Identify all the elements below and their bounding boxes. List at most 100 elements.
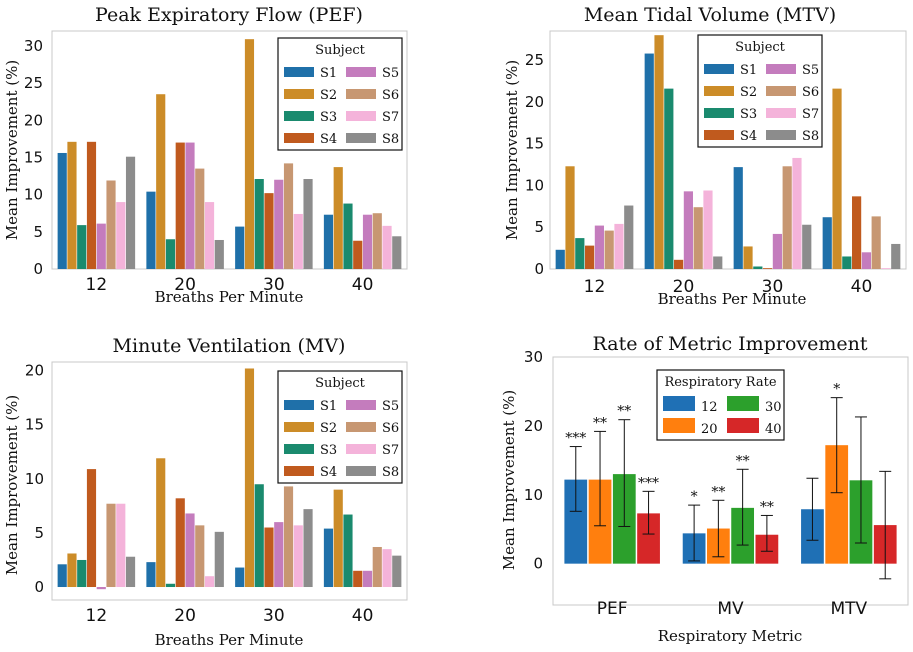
mtv-bar xyxy=(585,245,595,269)
mtv-legend-label: S4 xyxy=(740,129,757,144)
rate-xtick: MTV xyxy=(830,599,867,619)
mv-legend-label: S3 xyxy=(320,443,337,458)
mv-bar xyxy=(156,458,166,588)
mtv-legend: Subject S1 S2 S3 S4 S5 S6 S7 S8 xyxy=(697,34,823,148)
rate-xtick: MV xyxy=(717,599,744,619)
pef-legend-swatch xyxy=(284,67,314,77)
mv-ytick: 0 xyxy=(34,578,44,596)
pef-ytick: 10 xyxy=(24,186,43,204)
mtv-bar xyxy=(802,224,812,269)
rate-bar xyxy=(825,445,849,564)
mv-bar xyxy=(146,562,156,588)
pef-x-ticks: 12 20 30 40 xyxy=(86,275,374,295)
mtv-bar xyxy=(822,217,832,269)
rate-legend-label: 12 xyxy=(701,400,718,415)
panel-mtv: Mean Tidal Volume (MTV) 0 5 10 15 20 25 12 20 3… xyxy=(503,4,907,308)
mtv-bar xyxy=(654,35,664,269)
mtv-legend-label: S7 xyxy=(802,107,819,122)
pef-xlabel: Breaths Per Minute xyxy=(155,288,304,306)
pef-bar xyxy=(214,239,224,269)
mv-legend-swatch xyxy=(284,422,314,432)
mv-bar xyxy=(343,514,353,588)
rate-bar xyxy=(564,479,588,564)
pef-bar xyxy=(343,203,353,269)
pef-bar xyxy=(283,163,294,269)
mtv-legend-label: S2 xyxy=(740,85,757,100)
mv-legend-swatch xyxy=(346,400,376,410)
pef-bar xyxy=(353,240,363,269)
mtv-bar xyxy=(575,238,585,269)
pef-legend-label: S7 xyxy=(382,110,399,125)
pef-ytick: 30 xyxy=(24,37,43,55)
mtv-bar xyxy=(891,243,901,269)
mv-bar xyxy=(235,567,245,588)
pef-ytick: 0 xyxy=(33,260,43,278)
mv-bar xyxy=(333,489,343,588)
mv-xtick: 20 xyxy=(174,606,196,626)
pef-ytick: 5 xyxy=(33,223,43,241)
mtv-ytick: 10 xyxy=(525,176,544,194)
mv-legend-label: S2 xyxy=(320,421,337,436)
mv-ytick: 10 xyxy=(25,470,44,488)
mv-bar xyxy=(96,587,106,590)
pef-bar xyxy=(244,39,255,270)
pef-bar xyxy=(156,94,166,269)
pef-bar xyxy=(185,142,195,269)
rate-xlabel: Respiratory Metric xyxy=(658,627,803,645)
mtv-ytick: 15 xyxy=(525,135,544,153)
mtv-bar xyxy=(713,256,723,269)
mv-ylabel: Mean Improvement (%) xyxy=(3,395,21,575)
rate-legend-swatch xyxy=(663,396,695,411)
mv-legend-swatch xyxy=(346,444,376,454)
mv-bar xyxy=(244,368,255,588)
mtv-bar xyxy=(555,249,565,269)
mtv-bar xyxy=(832,88,842,269)
mv-xlabel: Breaths Per Minute xyxy=(155,631,304,649)
mtv-legend-swatch xyxy=(704,108,734,118)
mv-bar xyxy=(264,527,274,588)
pef-legend-swatch xyxy=(346,89,376,99)
pef-bars xyxy=(57,39,402,270)
pef-bar xyxy=(303,179,313,269)
mv-legend-label: S1 xyxy=(320,399,337,414)
mv-bar xyxy=(185,513,195,588)
pef-bar xyxy=(235,226,245,269)
pef-ytick: 15 xyxy=(24,148,43,166)
mtv-legend-label: S6 xyxy=(802,85,819,100)
mtv-bar xyxy=(693,207,703,269)
mtv-bar xyxy=(733,167,743,269)
rate-ytick: 20 xyxy=(524,417,543,435)
mv-bar xyxy=(353,570,363,588)
rate-bars: *********** ******* xyxy=(564,382,897,580)
rate-legend-swatch xyxy=(727,396,759,411)
rate-bar xyxy=(637,513,660,564)
mtv-legend-swatch xyxy=(704,130,734,140)
pef-legend: Subject S1 S2 S3 S4 S5 S6 S7 S8 xyxy=(277,37,403,151)
rate-significance: * xyxy=(691,489,698,505)
pef-legend-swatch xyxy=(284,133,314,143)
pef-bar xyxy=(195,168,205,269)
rate-legend-swatch xyxy=(727,418,759,433)
pef-ylabel: Mean Improvement (%) xyxy=(3,60,21,240)
rate-legend-label: 40 xyxy=(765,422,782,437)
mtv-y-ticks: 0 5 10 15 20 25 xyxy=(525,51,544,278)
mv-bar xyxy=(362,570,373,588)
mv-legend-title: Subject xyxy=(315,376,366,391)
pef-legend-swatch xyxy=(346,133,376,143)
mv-legend-label: S5 xyxy=(382,399,399,414)
mtv-legend-swatch xyxy=(766,130,796,140)
rate-ytick: 30 xyxy=(524,348,543,366)
rate-x-ticks: PEF MV MTV xyxy=(597,599,868,619)
pef-title: Peak Expiratory Flow (PEF) xyxy=(95,4,363,26)
pef-bar xyxy=(116,202,126,269)
pef-legend-label: S3 xyxy=(320,110,337,125)
pef-frame xyxy=(51,30,408,270)
mv-ytick: 5 xyxy=(34,524,44,542)
mtv-bar xyxy=(852,196,862,269)
pef-xtick: 40 xyxy=(352,275,374,295)
mv-ytick: 15 xyxy=(25,416,44,434)
mv-frame xyxy=(51,361,408,601)
pef-bar xyxy=(254,179,264,269)
rate-ylabel: Mean Improvement (%) xyxy=(500,390,518,570)
